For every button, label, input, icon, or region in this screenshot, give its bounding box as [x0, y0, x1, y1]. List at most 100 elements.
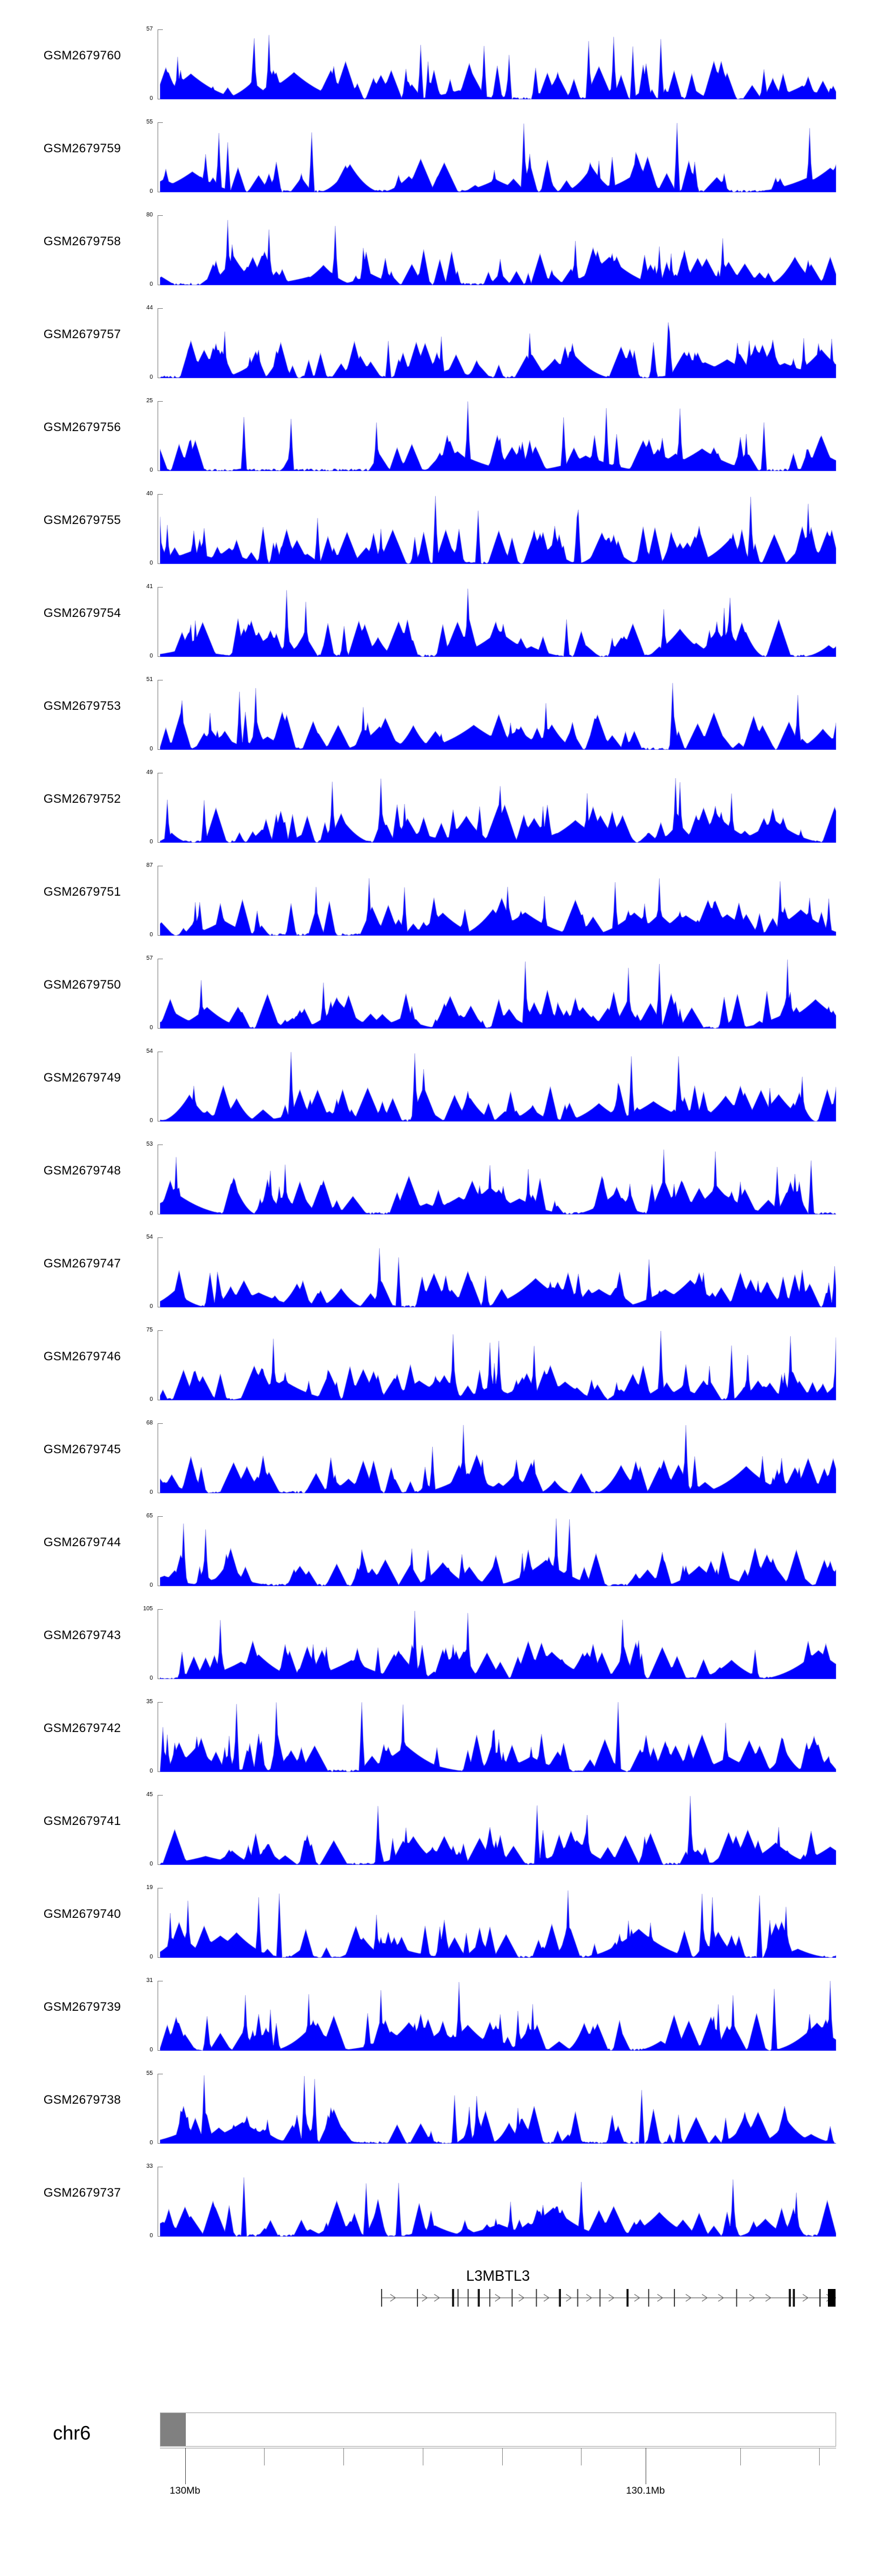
- axis-max-value: 55: [146, 119, 153, 125]
- gene-strand-arrow-icon: [608, 2294, 615, 2302]
- track-signal-plot[interactable]: [160, 1516, 836, 1586]
- axis-tick-top: [158, 1609, 163, 1610]
- track-signal-plot[interactable]: [160, 401, 836, 471]
- signal-track-gsm2679737[interactable]: GSM2679737 33 0: [0, 2157, 882, 2250]
- chromosome-ideogram[interactable]: [160, 2413, 836, 2447]
- track-signal-plot[interactable]: [160, 2074, 836, 2144]
- axis-max-value: 57: [146, 955, 153, 962]
- track-signal-plot[interactable]: [160, 587, 836, 657]
- signal-area: [160, 1248, 836, 1307]
- axis-min-value: 0: [149, 2140, 153, 2146]
- signal-area: [160, 2177, 836, 2237]
- track-sample-label: GSM2679746: [44, 1350, 121, 1363]
- signal-track-gsm2679758[interactable]: GSM2679758 80 0: [0, 206, 882, 299]
- axis-tick-top: [158, 1237, 163, 1238]
- axis-min-value: 0: [149, 95, 153, 102]
- track-sample-label: GSM2679743: [44, 1629, 121, 1642]
- gene-strand-arrow-icon: [701, 2294, 708, 2302]
- track-sample-label: GSM2679758: [44, 235, 121, 248]
- track-signal-plot[interactable]: [160, 1330, 836, 1400]
- axis-max-value: 49: [146, 769, 153, 776]
- track-signal-plot[interactable]: [160, 1609, 836, 1679]
- signal-track-gsm2679760[interactable]: GSM2679760 57 0: [0, 20, 882, 113]
- signal-track-gsm2679745[interactable]: GSM2679745 68 0: [0, 1414, 882, 1507]
- track-signal-plot[interactable]: [160, 1888, 836, 1958]
- signal-track-gsm2679751[interactable]: GSM2679751 87 0: [0, 856, 882, 949]
- track-signal-plot[interactable]: [160, 773, 836, 843]
- track-sample-label: GSM2679744: [44, 1536, 121, 1549]
- signal-track-gsm2679750[interactable]: GSM2679750 57 0: [0, 949, 882, 1042]
- track-signal-plot[interactable]: [160, 1144, 836, 1214]
- signal-track-gsm2679740[interactable]: GSM2679740 19 0: [0, 1878, 882, 1971]
- signal-area: [160, 1610, 836, 1679]
- gene-strand-arrow-icon: [518, 2294, 525, 2302]
- signal-track-gsm2679757[interactable]: GSM2679757 44 0: [0, 299, 882, 392]
- track-sample-label: GSM2679739: [44, 2000, 121, 2014]
- track-sample-label: GSM2679749: [44, 1071, 121, 1085]
- signal-track-gsm2679759[interactable]: GSM2679759 55 0: [0, 113, 882, 206]
- gene-model-icon: [381, 2289, 836, 2307]
- track-signal-plot[interactable]: [160, 959, 836, 1029]
- gene-exon: [789, 2289, 791, 2307]
- axis-max-value: 75: [146, 1327, 153, 1333]
- signal-track-gsm2679742[interactable]: GSM2679742 35 0: [0, 1693, 882, 1786]
- gene-exon: [577, 2289, 579, 2307]
- coordinate-ruler[interactable]: 130Mb 130.1Mb: [160, 2448, 836, 2495]
- track-sample-label: GSM2679760: [44, 49, 121, 62]
- signal-track-gsm2679743[interactable]: GSM2679743 105 0: [0, 1600, 882, 1693]
- signal-track-gsm2679755[interactable]: GSM2679755 40 0: [0, 485, 882, 578]
- axis-min-value: 0: [149, 1025, 153, 1031]
- signal-track-gsm2679748[interactable]: GSM2679748 53 0: [0, 1135, 882, 1228]
- signal-track-gsm2679756[interactable]: GSM2679756 25 0: [0, 392, 882, 485]
- track-signal-plot[interactable]: [160, 680, 836, 750]
- signal-track-gsm2679754[interactable]: GSM2679754 41 0: [0, 578, 882, 670]
- track-signal-plot[interactable]: [160, 29, 836, 99]
- gene-strand-arrow-icon: [566, 2294, 572, 2302]
- track-signal-plot[interactable]: [160, 1795, 836, 1865]
- signal-track-gsm2679746[interactable]: GSM2679746 75 0: [0, 1321, 882, 1414]
- signal-track-gsm2679744[interactable]: GSM2679744 65 0: [0, 1507, 882, 1600]
- axis-max-value: 65: [146, 1513, 153, 1519]
- track-signal-plot[interactable]: [160, 1237, 836, 1307]
- track-sample-label: GSM2679751: [44, 885, 121, 899]
- signal-track-gsm2679741[interactable]: GSM2679741 45 0: [0, 1786, 882, 1878]
- track-signal-plot[interactable]: [160, 1981, 836, 2051]
- gene-strand-arrow-icon: [543, 2294, 550, 2302]
- gene-annotation-track[interactable]: L3MBTL3: [0, 2247, 882, 2317]
- gene-exon: [457, 2289, 459, 2307]
- signal-area: [160, 1149, 836, 1214]
- signal-track-gsm2679749[interactable]: GSM2679749 54 0: [0, 1042, 882, 1135]
- axis-tick-top: [158, 401, 163, 402]
- signal-track-gsm2679753[interactable]: GSM2679753 51 0: [0, 670, 882, 763]
- signal-area: [160, 778, 836, 843]
- track-signal-plot[interactable]: [160, 494, 836, 564]
- axis-min-value: 0: [149, 746, 153, 752]
- track-signal-plot[interactable]: [160, 122, 836, 192]
- track-signal-plot[interactable]: [160, 1702, 836, 1772]
- gene-exon: [477, 2289, 480, 2307]
- track-signal-plot[interactable]: [160, 866, 836, 936]
- signal-track-gsm2679752[interactable]: GSM2679752 49 0: [0, 763, 882, 856]
- signal-track-gsm2679739[interactable]: GSM2679739 31 0: [0, 1971, 882, 2064]
- gene-exon: [819, 2289, 821, 2307]
- gene-exon: [674, 2289, 675, 2307]
- gene-exon: [793, 2289, 795, 2307]
- track-signal-plot[interactable]: [160, 308, 836, 378]
- signal-track-gsm2679747[interactable]: GSM2679747 54 0: [0, 1228, 882, 1321]
- axis-tick-top: [158, 1144, 163, 1145]
- axis-tick-top: [158, 122, 163, 123]
- track-signal-plot[interactable]: [160, 215, 836, 285]
- ruler-minor-tick: [502, 2448, 503, 2465]
- axis-max-value: 31: [146, 1977, 153, 1984]
- signal-track-gsm2679738[interactable]: GSM2679738 55 0: [0, 2064, 882, 2157]
- axis-min-value: 0: [149, 1303, 153, 1310]
- gene-exon: [559, 2289, 561, 2307]
- signal-area: [160, 401, 836, 471]
- track-signal-plot[interactable]: [160, 1052, 836, 1122]
- gene-exon: [736, 2289, 737, 2307]
- track-signal-plot[interactable]: [160, 1423, 836, 1493]
- track-signal-plot[interactable]: [160, 2167, 836, 2237]
- axis-min-value: 0: [149, 1396, 153, 1403]
- axis-min-value: 0: [149, 2233, 153, 2239]
- axis-min-value: 0: [149, 839, 153, 845]
